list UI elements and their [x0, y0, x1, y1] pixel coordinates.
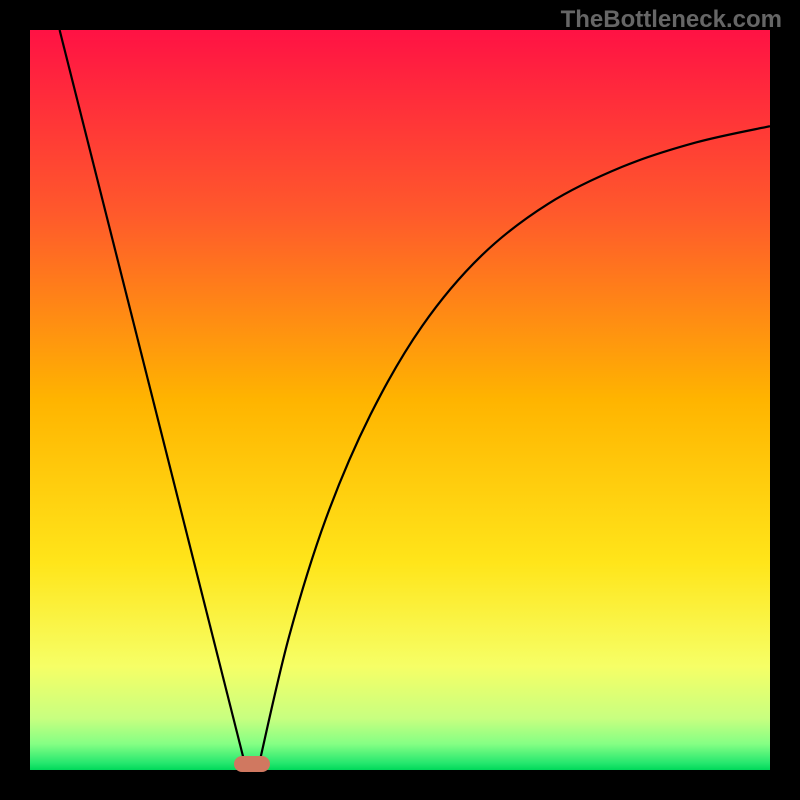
curve-left-branch: [60, 30, 245, 763]
bottleneck-curve: [30, 30, 770, 770]
chart-container: TheBottleneck.com: [0, 0, 800, 800]
optimum-marker: [234, 756, 270, 772]
curve-right-branch: [259, 126, 770, 762]
watermark-text: TheBottleneck.com: [561, 6, 782, 34]
